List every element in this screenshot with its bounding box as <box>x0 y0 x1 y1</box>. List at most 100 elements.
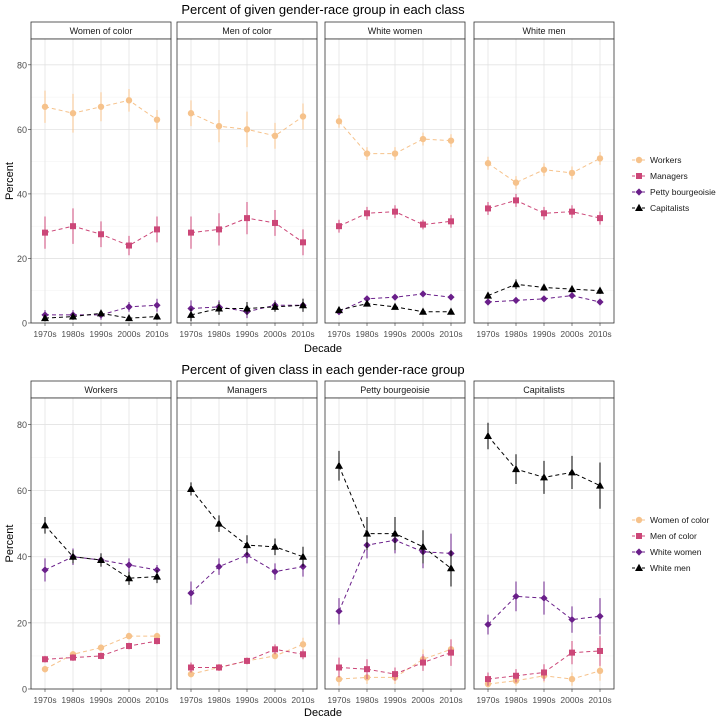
series-managers <box>188 201 306 256</box>
data-point <box>484 291 492 299</box>
data-point <box>153 301 161 309</box>
data-point <box>187 110 195 117</box>
series-capitalists <box>41 309 161 322</box>
series-workers <box>187 100 307 149</box>
x-tick-label: 2000s <box>263 695 286 705</box>
data-point <box>41 566 49 574</box>
data-point <box>41 521 49 529</box>
y-axis-label: Percent <box>4 525 16 563</box>
panel-border <box>30 38 172 324</box>
y-axis-label: Percent <box>4 162 16 200</box>
data-point <box>513 672 519 679</box>
legend-key <box>636 533 642 539</box>
x-tick-label: 2010s <box>588 695 611 705</box>
y-tick-label: 40 <box>17 552 27 562</box>
data-point <box>154 638 160 645</box>
x-tick-label: 1980s <box>355 695 378 705</box>
data-point <box>568 468 576 476</box>
data-point <box>512 296 520 305</box>
data-point <box>271 132 279 140</box>
data-point <box>97 555 105 564</box>
legend-label: Capitalists <box>650 203 689 213</box>
legend: Workers Managers Petty bourgeoisie Capitali… <box>632 155 716 213</box>
x-tick-label: 1990s <box>89 695 112 705</box>
panel-strip-label: White women <box>368 26 423 36</box>
legend-key <box>635 548 643 556</box>
x-tick-label: 1980s <box>207 695 230 705</box>
panel-men-of-color: Men of color 1970s 1980s 1990s 2000s 2010s <box>176 21 318 339</box>
x-tick-label: 1970s <box>327 695 350 705</box>
x-tick-label: 2010s <box>588 329 611 339</box>
data-point <box>98 652 104 659</box>
data-point <box>272 646 278 653</box>
data-point <box>125 561 133 569</box>
series-line <box>487 595 601 625</box>
x-tick-label: 2000s <box>560 695 583 705</box>
data-point <box>512 464 520 473</box>
data-point <box>596 298 604 306</box>
data-point <box>568 291 576 300</box>
series-capitalists <box>187 298 307 322</box>
panel-border <box>176 397 318 690</box>
y-tick-label: 0 <box>22 685 27 695</box>
data-point <box>540 166 548 173</box>
data-point <box>69 312 77 320</box>
legend-key <box>635 188 643 196</box>
chart-2: Percent of given class in each gender-ra… <box>4 362 710 719</box>
y-tick-label: 0 <box>22 319 27 329</box>
legend-item-women-of-color: Women of color <box>632 515 710 525</box>
data-point <box>485 205 491 212</box>
data-point <box>188 664 194 671</box>
data-point <box>70 654 76 661</box>
data-point <box>216 226 222 233</box>
data-point <box>596 667 604 675</box>
data-point <box>391 529 399 537</box>
panel-workers: Workers 1970s 1980s 1990s 2000s 2010s <box>30 380 172 705</box>
x-tick-label: 1990s <box>383 329 406 339</box>
data-point <box>447 137 455 144</box>
data-point <box>125 303 133 311</box>
x-tick-label: 1980s <box>61 329 84 339</box>
x-tick-label: 2010s <box>291 695 314 705</box>
legend-label: Petty bourgeoisie <box>650 187 716 197</box>
series-managers <box>485 193 603 225</box>
data-point <box>569 208 575 215</box>
panel-women-of-color: Women of color 1970s 1980s 1990s 2000s 2010s <box>30 21 172 339</box>
series-white-men <box>41 517 161 585</box>
x-tick-label: 1990s <box>235 329 258 339</box>
data-point <box>98 231 104 238</box>
data-point <box>335 607 343 615</box>
data-point <box>540 594 548 602</box>
y-tick-label: 40 <box>17 189 27 199</box>
data-point <box>540 295 548 303</box>
series-white-men <box>335 450 455 587</box>
data-point <box>568 615 576 624</box>
data-point <box>596 481 604 489</box>
x-tick-label: 2000s <box>411 695 434 705</box>
data-point <box>215 519 223 527</box>
series-managers <box>336 205 454 233</box>
data-point <box>448 218 454 225</box>
data-point <box>568 169 576 177</box>
data-point <box>419 307 427 315</box>
data-point <box>336 223 342 230</box>
legend: Women of color Men of color White women Whi… <box>632 515 710 573</box>
x-tick-label: 2000s <box>411 329 434 339</box>
panel-border <box>324 397 466 690</box>
data-point <box>419 135 427 143</box>
x-tick-label: 2010s <box>145 695 168 705</box>
legend-label: Workers <box>650 155 682 165</box>
data-point <box>187 670 195 678</box>
data-point <box>300 651 306 658</box>
panel-strip-label: Capitalists <box>523 385 565 395</box>
panel-strip-label: Managers <box>227 385 268 395</box>
data-point <box>41 665 49 673</box>
panel-border <box>473 397 615 690</box>
data-point <box>243 540 251 549</box>
panel-managers: Managers 1970s 1980s 1990s 2000s 2010s <box>176 380 318 705</box>
panel-strip-label: Petty bourgeoisie <box>360 385 430 395</box>
data-point <box>299 301 307 309</box>
x-tick-label: 2000s <box>263 329 286 339</box>
data-point <box>485 676 491 683</box>
data-point <box>335 675 343 683</box>
